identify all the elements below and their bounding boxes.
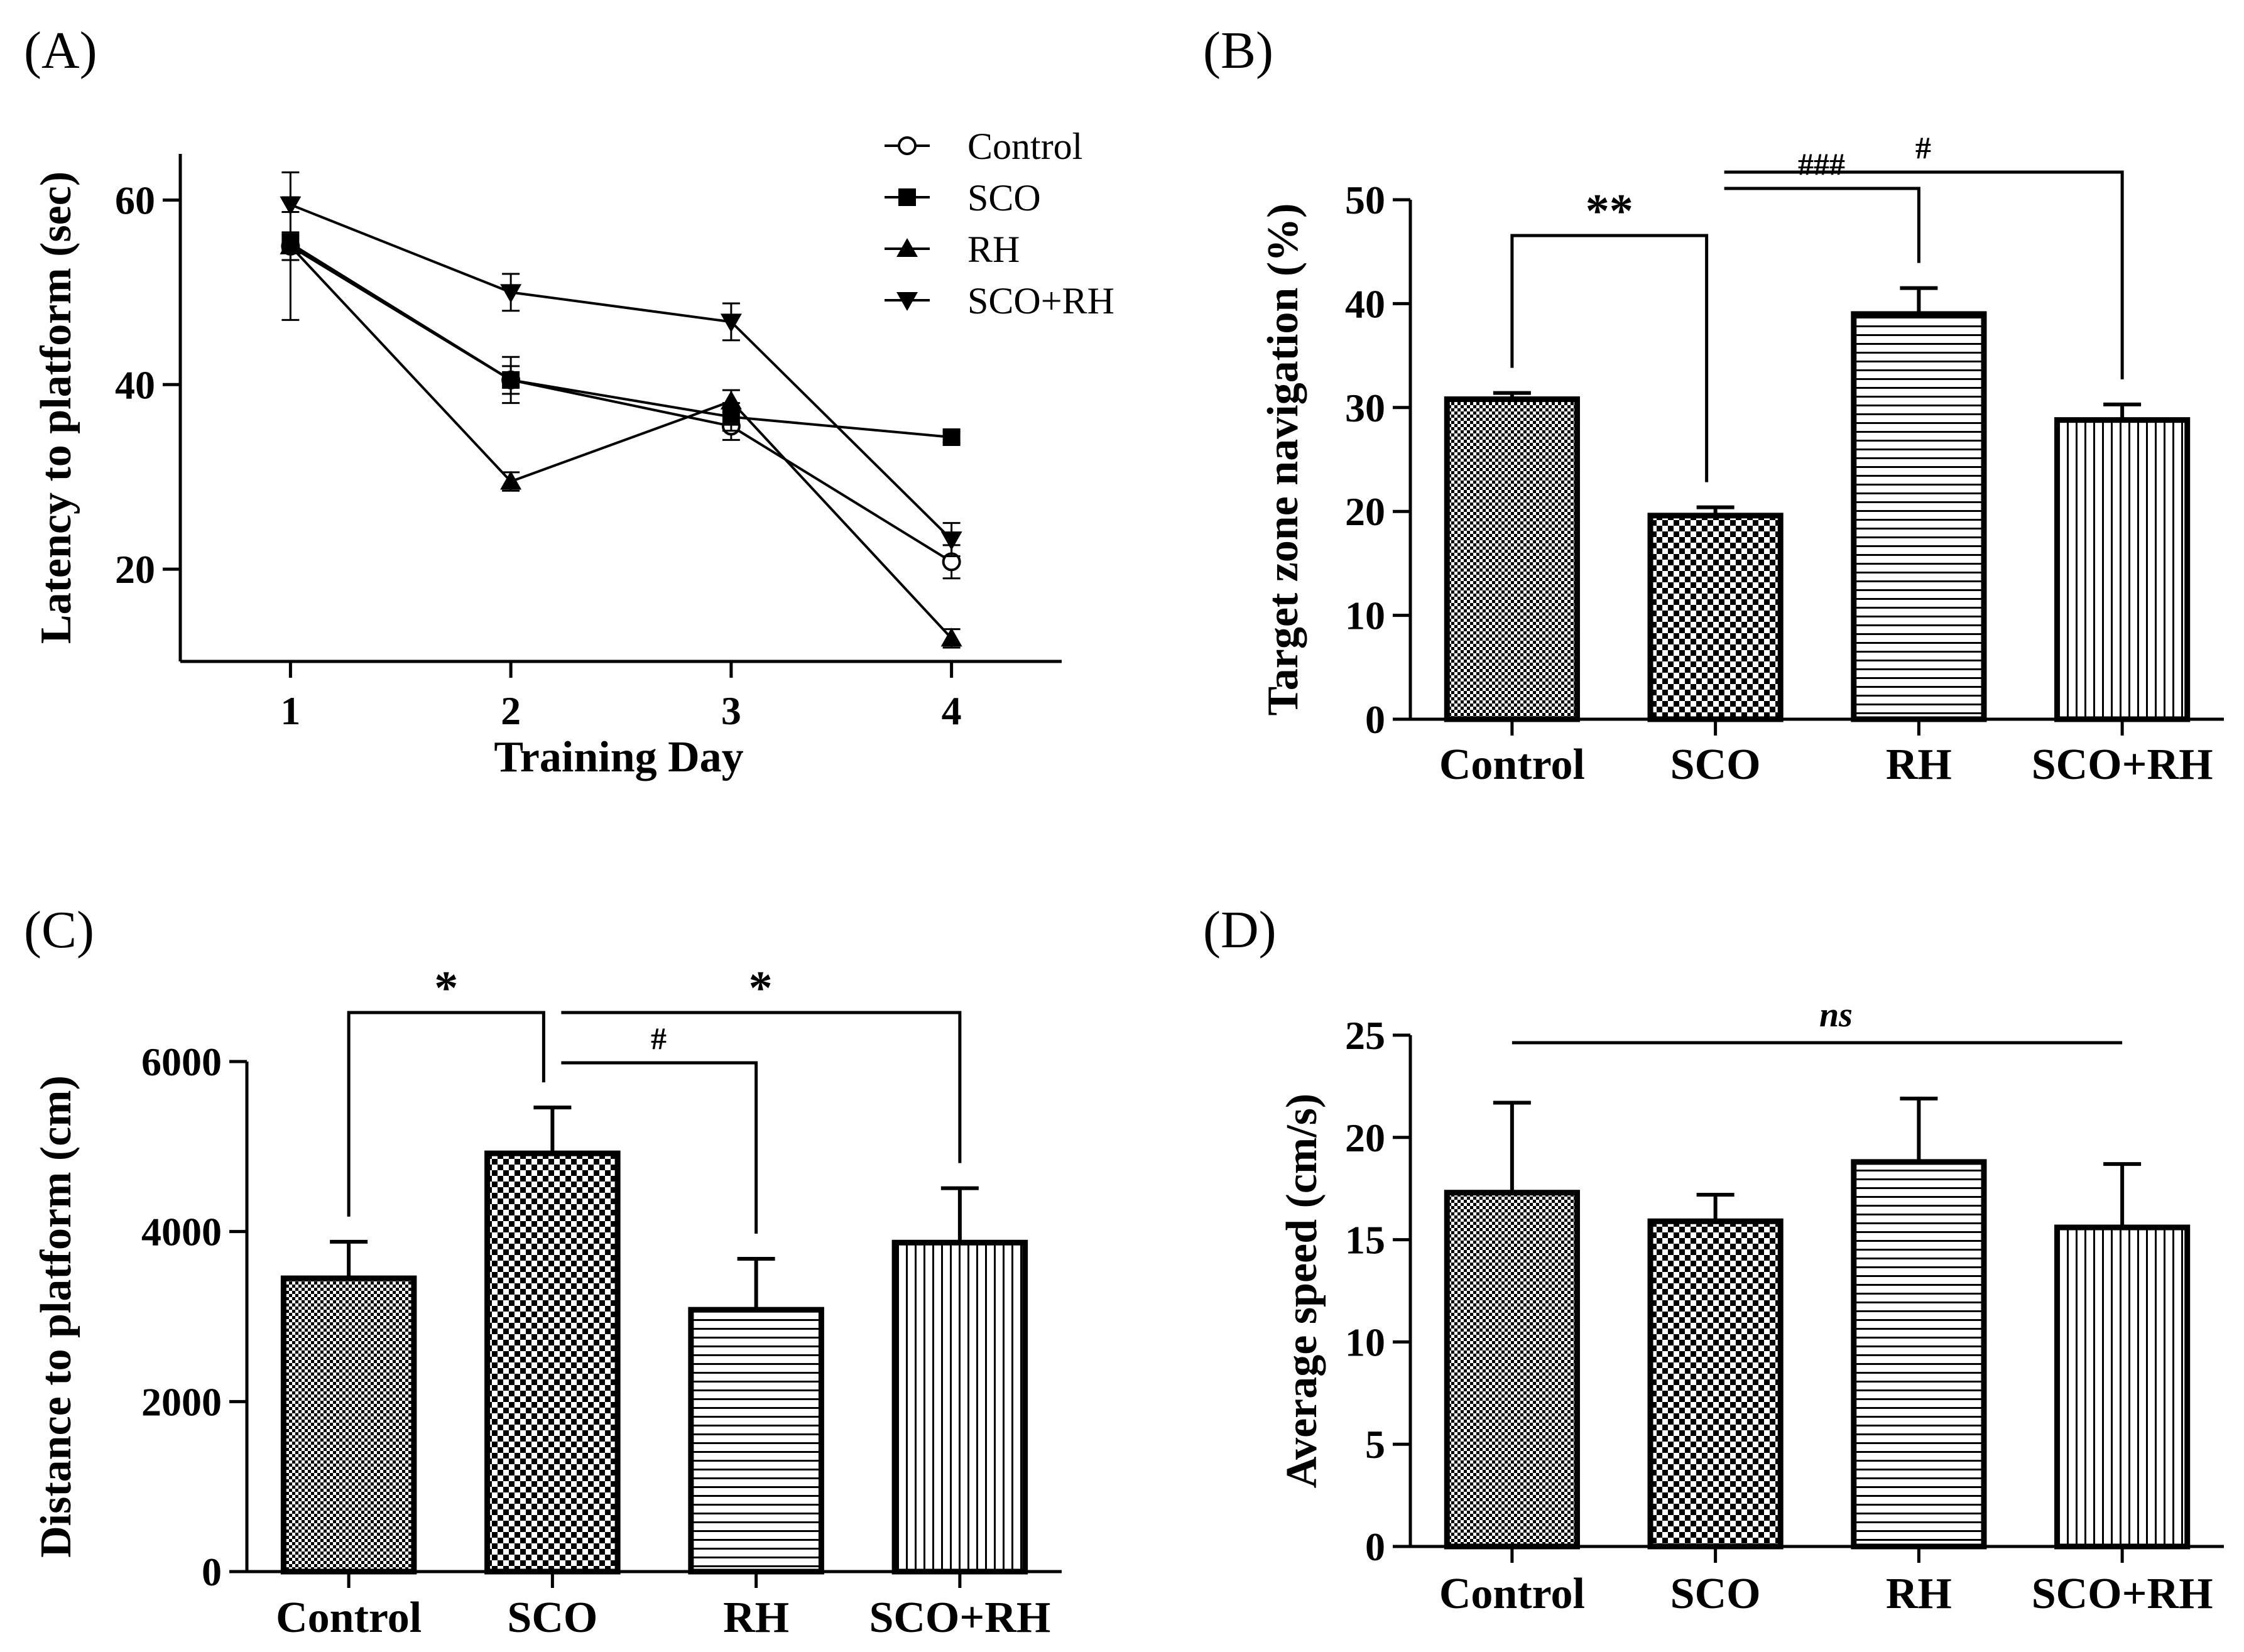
panel-b-bar-2 — [1851, 311, 1987, 722]
panel-b-y-tick-label-1: 10 — [1345, 594, 1385, 638]
panel-d-bar-chart: (D) 0 5 10 15 20 25 Average speed (cm/s) Control… — [1203, 901, 2224, 1618]
panel-b-category-label-1: SCO — [1670, 741, 1761, 789]
panel-a-point-3-2 — [720, 313, 742, 333]
panel-c-sig-label-2: * — [749, 962, 773, 1014]
panel-d-bar-1 — [1647, 1218, 1784, 1550]
panel-c-y-axis-title: Distance to platform (cm) — [32, 1075, 80, 1558]
panel-b-sig-label-0: ** — [1586, 185, 1633, 237]
panel-d-label: (D) — [1203, 901, 1277, 959]
panel-c-bar-1 — [484, 1150, 621, 1575]
panel-a-point-3-0 — [280, 196, 302, 215]
panel-b-sig-bracket-1 — [1724, 187, 1920, 263]
panel-b-y-axis-title: Target zone navigation (%) — [1259, 204, 1307, 716]
panel-c-y-tick-label-3: 6000 — [141, 1040, 222, 1084]
panel-a-legend-marker-0 — [898, 136, 917, 155]
panel-a-point-2-1 — [500, 470, 522, 490]
panel-d-category-label-3: SCO+RH — [2032, 1570, 2213, 1618]
panel-d-category-label-2: RH — [1886, 1570, 1952, 1618]
panel-b-y-tick-label-0: 0 — [1365, 697, 1385, 742]
panel-a-series-line-3 — [290, 203, 953, 541]
panel-a-x-axis-title: Training Day — [494, 733, 743, 781]
panel-b-category-label-3: SCO+RH — [2032, 741, 2213, 789]
panel-b-bar-1 — [1647, 513, 1784, 722]
panel-d-bar-3 — [2054, 1224, 2191, 1550]
panel-a-point-1-1 — [502, 371, 520, 389]
panel-d-y-tick-label-0: 0 — [1365, 1524, 1385, 1569]
panel-a-y-axis-title: Latency to platform (sec) — [32, 171, 80, 644]
panel-a-x-tick-label-1: 2 — [501, 688, 521, 733]
panel-a-legend-marker-3 — [896, 292, 918, 311]
panel-a-legend-label-3: SCO+RH — [967, 280, 1114, 322]
panel-a-series-line-0 — [290, 245, 952, 563]
panel-a-y-tick-label-1: 40 — [115, 362, 155, 407]
panel-a-y-tick-label-2: 60 — [115, 178, 155, 222]
panel-a-point-2-2 — [720, 390, 742, 410]
panel-d-y-tick-label-1: 5 — [1365, 1422, 1385, 1467]
panel-c-bar-2 — [688, 1307, 824, 1575]
panel-c-y-tick-label-2: 4000 — [141, 1210, 222, 1254]
panel-a-legend-marker-1 — [898, 188, 916, 206]
panel-a-line-chart: (A) 20 40 60 Latency to platform (sec) 1 2 3 4 Tr… — [24, 21, 1114, 781]
panel-a-legend-marker-2 — [896, 238, 918, 257]
panel-d-y-axis-title: Average speed (cm/s) — [1278, 1094, 1326, 1489]
panel-b-bar-0 — [1444, 396, 1580, 722]
panel-a-y-tick-label-0: 20 — [115, 547, 155, 592]
panel-b-category-label-2: RH — [1886, 741, 1952, 789]
panel-b-category-label-0: Control — [1439, 741, 1585, 789]
panel-d-category-label-1: SCO — [1670, 1570, 1761, 1618]
panel-b-sig-label-1: ### — [1798, 146, 1845, 182]
panel-b-y-tick-label-3: 30 — [1345, 386, 1385, 430]
panel-c-category-label-2: RH — [723, 1594, 789, 1642]
panel-a-point-3-1 — [500, 284, 522, 303]
panel-b-y-tick-label-4: 40 — [1345, 281, 1385, 326]
panel-a-point-3-3 — [940, 531, 962, 551]
panel-c-category-label-3: SCO+RH — [869, 1594, 1050, 1642]
panel-c-label: (C) — [24, 901, 94, 959]
panel-c-sig-bracket-1 — [561, 1061, 758, 1234]
panel-b-label: (B) — [1203, 21, 1273, 80]
panel-c-category-label-0: Control — [276, 1594, 422, 1642]
panel-a-x-tick-label-0: 1 — [280, 688, 300, 733]
panel-d-y-tick-label-5: 25 — [1345, 1013, 1385, 1058]
panel-c-bar-3 — [891, 1239, 1028, 1575]
panel-c-sig-bracket-2 — [561, 1011, 962, 1163]
panel-a-series-line-2 — [289, 245, 953, 639]
panel-b-bar-chart: (B) 0 10 20 30 40 50 Target zone navigation (%)… — [1203, 21, 2224, 789]
panel-a-legend-label-1: SCO — [967, 177, 1041, 219]
panel-b-y-tick-label-2: 20 — [1345, 489, 1385, 534]
panel-d-bar-2 — [1851, 1159, 1987, 1550]
panel-c-y-tick-label-1: 2000 — [141, 1379, 222, 1424]
panel-a-series-line-1 — [290, 242, 952, 439]
panel-b-sig-bracket-0 — [1510, 234, 1709, 482]
panel-c-category-label-1: SCO — [507, 1594, 597, 1642]
panel-a-label: (A) — [24, 21, 97, 80]
panel-a-x-tick-label-3: 4 — [942, 688, 962, 733]
panel-c-sig-label-0: * — [434, 962, 458, 1014]
panel-c-y-tick-label-0: 0 — [202, 1550, 222, 1594]
panel-a-point-2-3 — [940, 628, 962, 647]
panel-b-sig-bracket-2 — [1724, 170, 2124, 379]
panel-b-bar-3 — [2054, 417, 2191, 722]
panel-a-point-1-3 — [942, 428, 961, 447]
panel-d-sig-label-0: ns — [1819, 996, 1853, 1035]
panel-b-sig-label-2: # — [1915, 130, 1931, 165]
panel-d-y-tick-label-2: 10 — [1345, 1320, 1385, 1364]
panel-a-legend-label-2: RH — [967, 229, 1020, 270]
panel-c-sig-bracket-0 — [347, 1011, 545, 1217]
panel-d-y-tick-label-4: 20 — [1345, 1116, 1385, 1160]
panel-d-y-tick-label-3: 15 — [1345, 1218, 1385, 1263]
panel-c-bar-chart: (C) 0 2000 4000 6000 Distance to platform (cm… — [24, 901, 1062, 1642]
panel-a-x-tick-label-2: 3 — [721, 688, 741, 733]
panel-c-sig-label-1: # — [651, 1021, 667, 1056]
panel-d-category-label-0: Control — [1439, 1570, 1585, 1618]
panel-a-point-2-0 — [280, 235, 302, 254]
panel-b-y-tick-label-5: 50 — [1345, 178, 1385, 222]
panel-c-bar-0 — [280, 1275, 417, 1575]
panel-a-legend-label-0: Control — [967, 126, 1082, 167]
panel-d-bar-0 — [1444, 1190, 1580, 1550]
